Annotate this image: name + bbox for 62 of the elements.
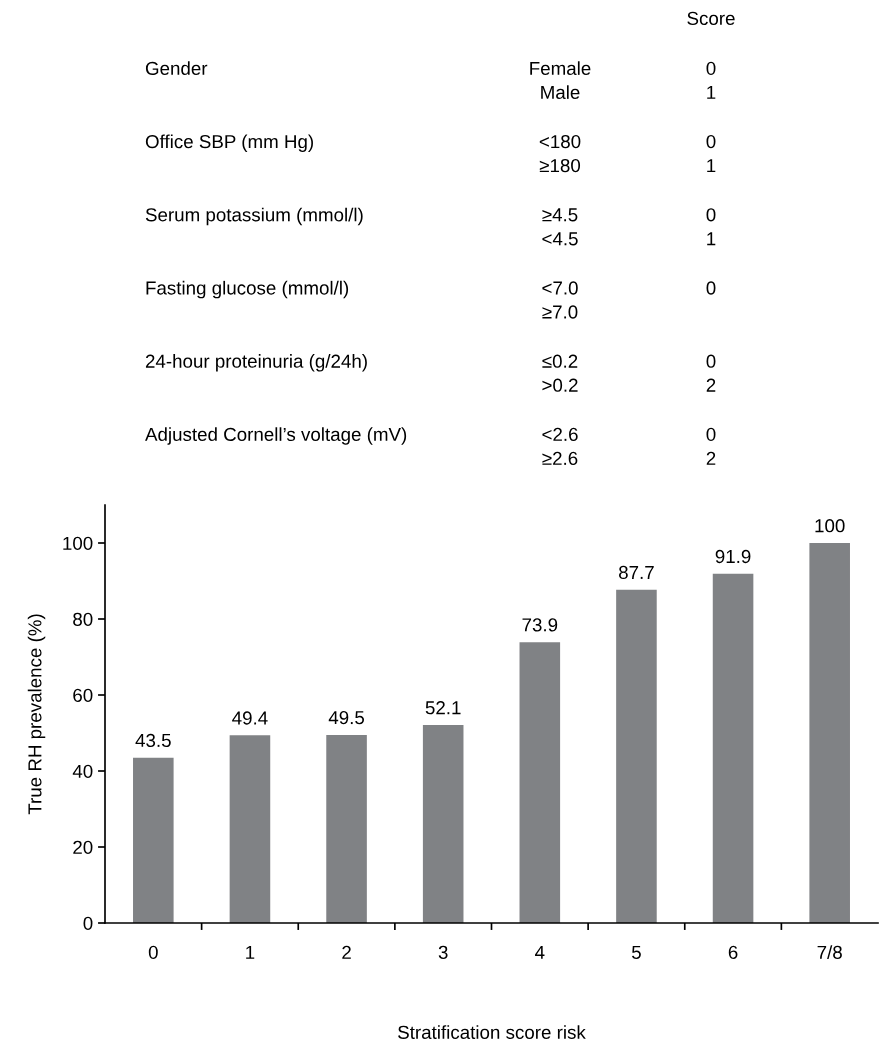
text: ≥2.6 [542,451,578,466]
bar [616,589,657,923]
text: 24-hour proteinuria (g/24h) [145,354,367,372]
x-tick-label: 1 [246,945,255,959]
text: <2.6 [542,427,578,442]
x-tick-label: 3 [438,945,448,959]
bar [809,543,850,923]
text: 2 [706,378,716,392]
text: ≥180 [539,158,581,173]
text: ≥7.0 [542,305,578,319]
text: Female [530,61,591,76]
text: Score [687,11,735,26]
text: 1 [707,232,716,246]
text: >0.2 [542,378,578,392]
data-label: 100 [815,519,845,533]
data-label: 49.5 [328,710,365,725]
text: 1 [707,85,716,99]
data-label: 91.9 [715,549,751,564]
x-tick-label: 6 [728,945,738,959]
y-tick-label: 80 [73,612,93,626]
data-label: 52.1 [425,701,461,715]
y-tick-label: 20 [73,840,93,854]
bar [422,725,464,923]
text: 0 [706,427,716,442]
x-tick-label: 4 [535,945,545,959]
x-tick-label: 7/8 [817,945,842,959]
text: 1 [707,159,716,173]
x-axis-title: Stratification score risk [398,1025,586,1039]
bar [519,642,561,923]
text: ≥4.5 [542,208,578,222]
x-tick-label: 5 [631,945,641,959]
y-tick-label: 60 [73,688,93,702]
bar [326,734,367,923]
y-tick-label: 0 [83,916,93,930]
text: <7.0 [542,281,578,295]
data-label: 43.5 [135,733,171,748]
text: Male [541,85,580,100]
text: Office SBP (mm Hg) [145,134,313,152]
text: Serum potassium (mmol/l) [145,207,363,226]
data-label: 73.9 [522,618,558,632]
text: <4.5 [542,232,578,246]
data-label: 87.7 [619,565,654,580]
text: 0 [706,208,716,222]
text: 0 [706,281,716,295]
text: 0 [706,61,716,76]
text: Adjusted Cornell’s voltage (mV) [145,427,407,445]
y-tick-label: 40 [72,764,93,778]
data-label: 49.4 [232,711,268,725]
y-axis-title: True RH prevalence (%) [27,614,46,815]
text: Gender [145,61,208,76]
x-tick-label: 0 [148,945,158,959]
text: 0 [706,134,716,149]
bar [712,573,754,923]
bar [229,735,271,923]
text: Fasting glucose (mmol/l) [146,280,349,299]
y-tick-label: 100 [63,536,93,550]
text: <180 [539,134,581,149]
text: 2 [706,451,716,465]
text: 0 [706,354,716,368]
text: ≤0.2 [542,354,578,368]
x-tick-label: 2 [342,945,351,959]
bar [133,757,174,923]
